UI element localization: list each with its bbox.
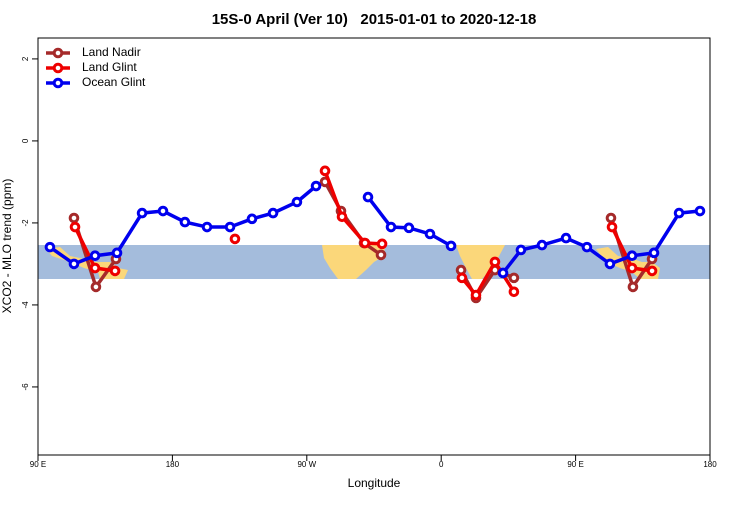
point: [229, 233, 241, 245]
point: [201, 221, 213, 233]
point: [69, 221, 81, 233]
point: [605, 212, 617, 224]
plot-frame: [37, 37, 711, 456]
point: [581, 241, 593, 253]
point: [310, 180, 322, 192]
point: [319, 165, 331, 177]
point: [646, 265, 658, 277]
legend-marker: [52, 47, 64, 59]
y-tick-label: -4: [21, 301, 30, 309]
series: [69, 165, 658, 301]
x-tick-label: 180: [166, 460, 180, 469]
point: [445, 240, 457, 252]
point: [403, 222, 415, 234]
point: [291, 196, 303, 208]
point: [627, 281, 639, 293]
point: [376, 238, 388, 250]
point: [157, 205, 169, 217]
point: [470, 289, 482, 301]
y-tick-label: 2: [21, 56, 30, 61]
x-tick-label: 90 W: [297, 460, 316, 469]
point: [89, 262, 101, 274]
point: [694, 205, 706, 217]
point: [44, 241, 56, 253]
legend-label: Land Nadir: [82, 45, 141, 59]
point: [362, 191, 374, 203]
y-tick-label: 0: [21, 138, 30, 143]
point: [508, 272, 520, 284]
point: [604, 258, 616, 270]
point: [626, 250, 638, 262]
chart-title: 15S-0 April (Ver 10) 2015-01-01 to 2020-…: [212, 11, 537, 28]
land: [322, 245, 385, 279]
point: [109, 265, 121, 277]
legend-marker: [52, 62, 64, 74]
point: [89, 250, 101, 262]
legend-label: Land Glint: [82, 60, 137, 74]
point: [497, 267, 509, 279]
series: [44, 180, 706, 279]
point: [68, 212, 80, 224]
point: [626, 262, 638, 274]
y-tick-label: -6: [21, 383, 30, 391]
point: [560, 232, 572, 244]
legend-label: Ocean Glint: [82, 75, 146, 89]
point: [424, 228, 436, 240]
point: [136, 207, 148, 219]
x-tick-label: 180: [703, 460, 717, 469]
point: [179, 216, 191, 228]
point: [456, 272, 468, 284]
point: [673, 207, 685, 219]
y-tick-label: -2: [21, 219, 30, 227]
point: [536, 239, 548, 251]
point: [648, 247, 660, 259]
point: [359, 237, 371, 249]
point: [267, 207, 279, 219]
point: [606, 221, 618, 233]
point: [385, 221, 397, 233]
point: [246, 213, 258, 225]
x-axis-label: Longitude: [348, 476, 401, 490]
x-tick-label: 90 E: [567, 460, 583, 469]
point: [375, 249, 387, 261]
point: [90, 281, 102, 293]
x-tick-label: 90 E: [30, 460, 46, 469]
land: [456, 245, 505, 279]
y-axis-label: XCO2 - MLO trend (ppm): [0, 179, 14, 314]
point: [489, 256, 501, 268]
point: [111, 247, 123, 259]
point: [336, 211, 348, 223]
point: [508, 286, 520, 298]
point: [224, 221, 236, 233]
point: [68, 258, 80, 270]
point: [515, 244, 527, 256]
x-tick-label: 0: [439, 460, 444, 469]
legend-marker: [52, 77, 64, 89]
